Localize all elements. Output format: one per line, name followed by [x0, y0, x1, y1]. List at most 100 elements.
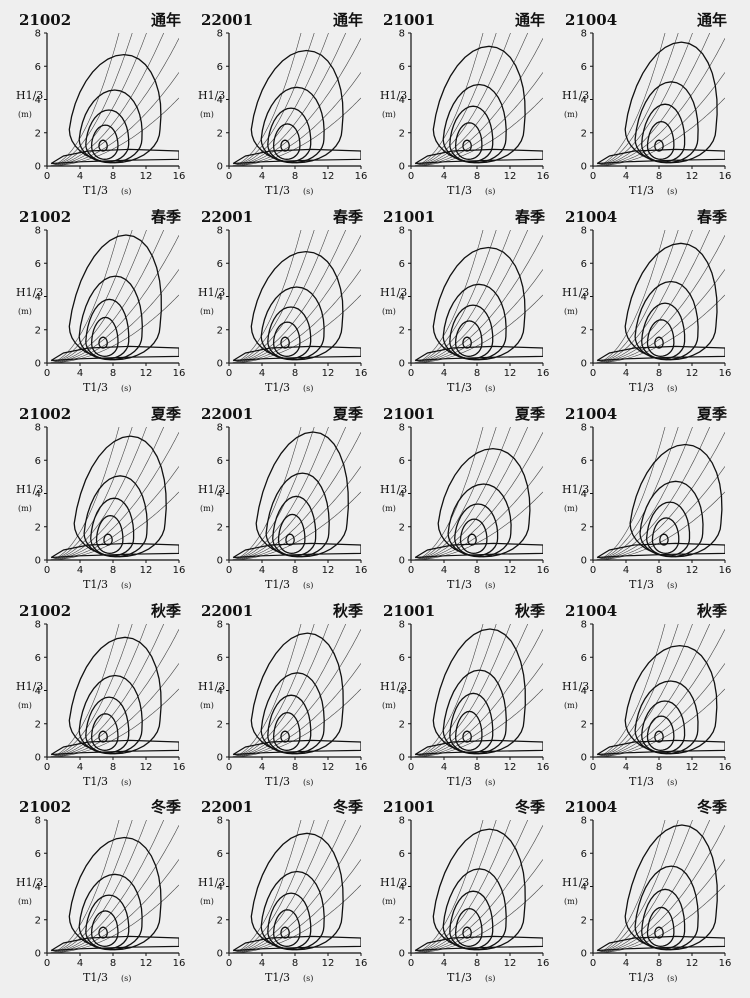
- contour-level-3: [454, 503, 499, 557]
- y-tick-label: 4: [217, 292, 223, 303]
- steepness-curve: [411, 820, 484, 953]
- steepness-curve: [229, 427, 329, 560]
- x-tick-label: 8: [656, 762, 662, 773]
- contour-tail: [414, 542, 543, 559]
- x-axis-unit: (s): [485, 187, 495, 196]
- contour-level-4: [90, 124, 119, 160]
- y-tick-label: 0: [35, 753, 41, 764]
- y-tick-label: 2: [217, 915, 223, 926]
- x-tick-label: 16: [719, 762, 732, 773]
- y-tick-label: 2: [35, 325, 41, 336]
- contour-level-3: [641, 700, 686, 754]
- y-tick-label: 8: [217, 226, 223, 237]
- x-tick-label: 16: [537, 958, 550, 969]
- steepness-curve: [47, 624, 120, 757]
- x-tick-label: 8: [292, 762, 298, 773]
- station-label: 21004: [565, 798, 617, 816]
- x-tick-label: 0: [226, 368, 232, 379]
- x-tick-label: 8: [474, 958, 480, 969]
- steepness-curve: [593, 427, 693, 560]
- y-axis-unit: (m): [564, 701, 578, 710]
- x-tick-label: 4: [259, 565, 265, 576]
- y-axis-unit: (m): [18, 110, 32, 119]
- steepness-curve: [593, 624, 679, 757]
- steepness-curve: [229, 38, 361, 166]
- y-axis-label: H1/3: [198, 286, 225, 299]
- x-axis-label: T1/3: [83, 578, 108, 591]
- x-tick-label: 4: [623, 762, 629, 773]
- contour-tail: [50, 739, 179, 756]
- y-axis-unit: (m): [382, 110, 396, 119]
- y-tick-label: 6: [581, 62, 587, 73]
- x-tick-label: 4: [623, 368, 629, 379]
- x-tick-label: 16: [537, 762, 550, 773]
- x-tick-label: 16: [719, 565, 732, 576]
- contour-level-1: [629, 443, 723, 558]
- steepness-curve: [47, 33, 147, 166]
- x-axis-label: T1/3: [265, 184, 290, 197]
- x-tick-label: 4: [77, 565, 83, 576]
- contour-level-4: [454, 907, 483, 948]
- steepness-curve: [411, 97, 543, 166]
- y-axis-label: H1/3: [198, 876, 225, 889]
- season-label: 夏季: [514, 405, 545, 423]
- contour-level-4: [646, 906, 675, 948]
- y-tick-label: 0: [35, 359, 41, 370]
- contour-level-1: [68, 234, 162, 361]
- y-tick-label: 2: [581, 522, 587, 533]
- x-tick-label: 8: [656, 171, 662, 182]
- station-label: 21001: [383, 11, 435, 29]
- x-tick-label: 0: [590, 171, 596, 182]
- steepness-curve: [411, 688, 543, 757]
- contour-level-2: [639, 480, 704, 558]
- y-axis-label: H1/3: [562, 89, 589, 102]
- steepness-curve: [47, 820, 120, 953]
- y-axis-label: H1/3: [562, 483, 589, 496]
- panel-21001-2: 0 4 8 12 16 0 2 4 6 8 H1/3 (m) T1/3 (s) 21001 夏季: [380, 405, 549, 591]
- panel-21001-4: 0 4 8 12 16 0 2 4 6 8 H1/3 (m) T1/3 (s) 21001 冬季: [380, 798, 549, 984]
- x-tick-label: 12: [322, 565, 335, 576]
- y-tick-label: 4: [35, 489, 41, 500]
- station-label: 22001: [201, 798, 253, 816]
- x-tick-label: 0: [44, 565, 50, 576]
- y-tick-label: 2: [399, 128, 405, 139]
- steepness-curve: [47, 825, 179, 953]
- contour-level-2: [78, 873, 143, 951]
- x-axis-label: T1/3: [83, 184, 108, 197]
- y-tick-label: 2: [217, 522, 223, 533]
- panel-21004-2: 0 4 8 12 16 0 2 4 6 8 H1/3 (m) T1/3 (s) 21004 夏季: [562, 405, 731, 591]
- y-tick-label: 0: [581, 556, 587, 567]
- contour-tail: [414, 148, 543, 165]
- y-tick-label: 4: [399, 95, 405, 106]
- station-label: 21001: [383, 798, 435, 816]
- contour-level-4: [90, 316, 119, 358]
- x-axis-unit: (s): [121, 778, 131, 787]
- steepness-curve: [47, 624, 165, 757]
- contour-tail: [232, 542, 361, 559]
- y-tick-label: 4: [35, 686, 41, 697]
- panel-22001-4: 0 4 8 12 16 0 2 4 6 8 H1/3 (m) T1/3 (s) 22001 冬季: [198, 798, 367, 984]
- y-tick-label: 8: [581, 816, 587, 827]
- x-tick-label: 8: [474, 565, 480, 576]
- contour-level-3: [641, 302, 686, 360]
- x-axis-label: T1/3: [629, 184, 654, 197]
- steepness-curve: [593, 491, 725, 560]
- x-tick-label: 4: [259, 368, 265, 379]
- steepness-curve: [593, 820, 693, 953]
- contour-level-1: [250, 250, 344, 361]
- x-axis-label: T1/3: [265, 971, 290, 984]
- steepness-curve: [593, 72, 725, 166]
- steepness-curve: [593, 820, 666, 953]
- contour-level-3: [272, 495, 317, 557]
- x-tick-label: 0: [44, 762, 50, 773]
- panel-21002-3: 0 4 8 12 16 0 2 4 6 8 H1/3 (m) T1/3 (s) 21002 秋季: [16, 602, 185, 788]
- x-axis-label: T1/3: [265, 381, 290, 394]
- y-axis-label: H1/3: [198, 680, 225, 693]
- x-tick-label: 8: [474, 171, 480, 182]
- panel-21004-4: 0 4 8 12 16 0 2 4 6 8 H1/3 (m) T1/3 (s) 21004 冬季: [562, 798, 731, 984]
- contour-tail: [50, 542, 179, 559]
- y-tick-label: 4: [35, 882, 41, 893]
- y-axis-label: H1/3: [16, 286, 43, 299]
- panel-22001-0: 0 4 8 12 16 0 2 4 6 8 H1/3 (m) T1/3 (s) 22001 通年: [198, 11, 367, 197]
- x-tick-label: 16: [355, 958, 368, 969]
